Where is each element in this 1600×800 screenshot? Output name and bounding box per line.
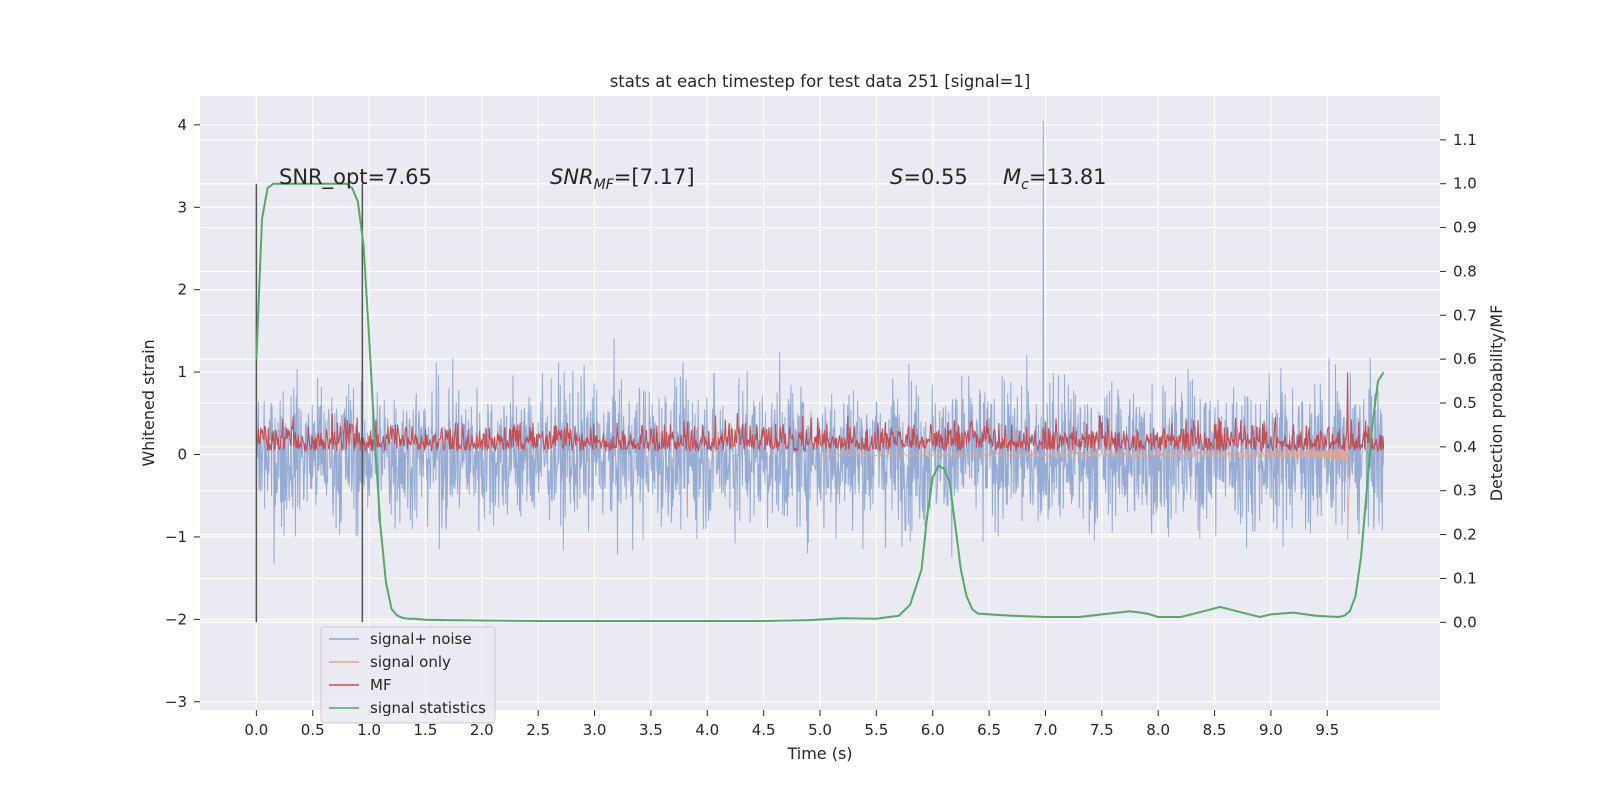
y-right-tick-label: 0.6 (1453, 350, 1477, 368)
y-right-tick-label: 0.4 (1453, 438, 1477, 456)
legend: signal+ noise signal only MF signal stat… (320, 626, 496, 724)
y-left-tick-label: −2 (165, 610, 187, 628)
x-tick-label: 5.0 (808, 721, 832, 739)
y-left-tick-labels: 4 3 2 1 0 −1 −2 −3 (165, 116, 200, 711)
annotation-snr-mf: SNRMF=[7.17] (550, 165, 695, 193)
y-left-tick-label: 2 (177, 281, 187, 299)
x-tick-label: 1.5 (414, 721, 438, 739)
x-tick-label: 7.5 (1090, 721, 1114, 739)
chart-title: stats at each timestep for test data 251… (610, 72, 1031, 91)
x-tick-label: 4.5 (752, 721, 776, 739)
x-tick-label: 9.5 (1315, 721, 1339, 739)
x-tick-label: 8.5 (1203, 721, 1227, 739)
y-right-tick-label: 1.0 (1453, 175, 1477, 193)
x-tick-labels: 0.0 0.5 1.0 1.5 2.0 2.5 3.0 3.5 4.0 4.5 5.0 5.5 6.0 6… (244, 710, 1339, 739)
x-tick-label: 5.5 (864, 721, 888, 739)
signal-only-line (819, 440, 1353, 541)
y-left-tick-label: 3 (177, 198, 187, 216)
vertical-markers (255, 183, 364, 623)
legend-label-signal-noise: signal+ noise (370, 630, 472, 648)
y-right-tick-label: 0.2 (1453, 526, 1477, 544)
y-right-tick-label: 0.7 (1453, 306, 1477, 324)
y-right-tick-labels: 1.1 1.0 0.9 0.8 0.7 0.6 0.5 0.4 0.3 0.2 0.1 0.0 (1440, 131, 1477, 631)
y-left-tick-label: −3 (165, 693, 187, 711)
x-tick-label: 6.0 (921, 721, 945, 739)
y-axis-left-label: Whitened strain (139, 339, 158, 466)
legend-label-mf: MF (370, 676, 392, 694)
x-tick-label: 2.5 (526, 721, 550, 739)
legend-box (320, 626, 496, 724)
x-tick-label: 2.0 (470, 721, 494, 739)
signal-noise-series (255, 120, 1385, 564)
x-tick-label: 1.0 (357, 721, 381, 739)
mf-line (255, 372, 1385, 453)
x-tick-label: 3.5 (639, 721, 663, 739)
x-tick-label: 6.5 (977, 721, 1001, 739)
annotation-snr-opt: SNR_opt=7.65 (279, 165, 432, 190)
y-right-tick-label: 0.9 (1453, 219, 1477, 237)
annotation-mc: Mc=13.81 (1003, 165, 1107, 193)
x-axis-label: Time (s) (786, 744, 852, 763)
y-right-tick-label: 0.3 (1453, 482, 1477, 500)
y-right-tick-label: 0.1 (1453, 569, 1477, 587)
annotation-s: S=0.55 (890, 165, 968, 189)
y-left-tick-label: 4 (177, 116, 187, 134)
x-tick-label: 7.0 (1034, 721, 1058, 739)
mf-series (255, 372, 1385, 453)
y-axis-right-label: Detection probability/MF (1487, 305, 1506, 502)
signal-statistics-series (255, 182, 1385, 622)
x-tick-label: 4.0 (695, 721, 719, 739)
y-right-tick-label: 0.5 (1453, 394, 1477, 412)
y-right-tick-label: 1.1 (1453, 131, 1477, 149)
signal-statistics-line (255, 182, 1385, 622)
y-right-tick-label: 0.0 (1453, 613, 1477, 631)
y-left-tick-label: 0 (177, 446, 187, 464)
x-tick-label: 3.0 (583, 721, 607, 739)
signal-only-series (819, 440, 1353, 541)
x-tick-label: 0.0 (244, 721, 268, 739)
y-left-tick-label: 1 (177, 363, 187, 381)
y-right-tick-label: 0.8 (1453, 262, 1477, 280)
x-tick-label: 0.5 (301, 721, 325, 739)
legend-label-signal-statistics: signal statistics (370, 699, 486, 717)
signal-noise-line (255, 120, 1385, 564)
x-tick-label: 8.0 (1146, 721, 1170, 739)
y-left-tick-label: −1 (165, 528, 187, 546)
legend-label-signal-only: signal only (370, 653, 451, 671)
x-tick-label: 9.0 (1259, 721, 1283, 739)
